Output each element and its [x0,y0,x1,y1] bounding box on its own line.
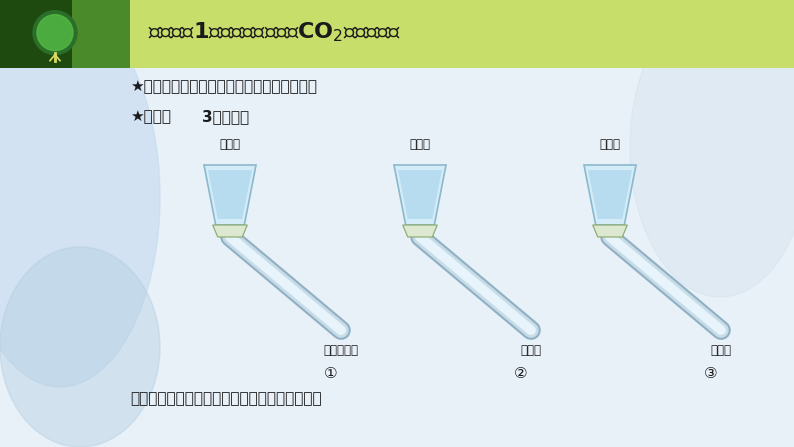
Polygon shape [588,170,632,219]
Polygon shape [394,165,446,225]
Text: 观察的重点是比较三个反应中气泡产生的快慢。: 观察的重点是比较三个反应中气泡产生的快慢。 [130,392,322,406]
Polygon shape [403,225,437,237]
Polygon shape [208,170,252,219]
Text: ②: ② [515,366,528,381]
FancyBboxPatch shape [71,0,130,68]
FancyBboxPatch shape [0,0,130,68]
Text: 稀盐酸: 稀盐酸 [219,138,241,151]
Text: 碳酸钠粉末: 碳酸钠粉末 [324,344,359,357]
Circle shape [37,15,73,51]
Polygon shape [592,225,627,237]
Polygon shape [398,170,442,219]
Text: 稀盐酸: 稀盐酸 [410,138,430,151]
Text: 石灰石: 石灰石 [521,344,542,357]
Ellipse shape [0,7,160,387]
Ellipse shape [0,247,160,447]
Polygon shape [213,225,247,237]
Text: 稀硫酸: 稀硫酸 [599,138,620,151]
Text: 3支试管。: 3支试管。 [202,110,249,125]
Text: 探究活动1：探究实验室制取CO$_2$的反应原理: 探究活动1：探究实验室制取CO$_2$的反应原理 [148,20,402,44]
Text: ★药品：碳酸钠、石灰石、稀盐酸、稀硫酸。: ★药品：碳酸钠、石灰石、稀盐酸、稀硫酸。 [130,80,317,94]
Text: ③: ③ [704,366,718,381]
FancyBboxPatch shape [0,0,794,68]
Circle shape [33,11,77,55]
Polygon shape [204,165,256,225]
Text: ★仪器：: ★仪器： [130,110,171,125]
Polygon shape [584,165,636,225]
Ellipse shape [630,0,794,297]
Text: ①: ① [324,366,338,381]
Text: 石灰石: 石灰石 [711,344,731,357]
